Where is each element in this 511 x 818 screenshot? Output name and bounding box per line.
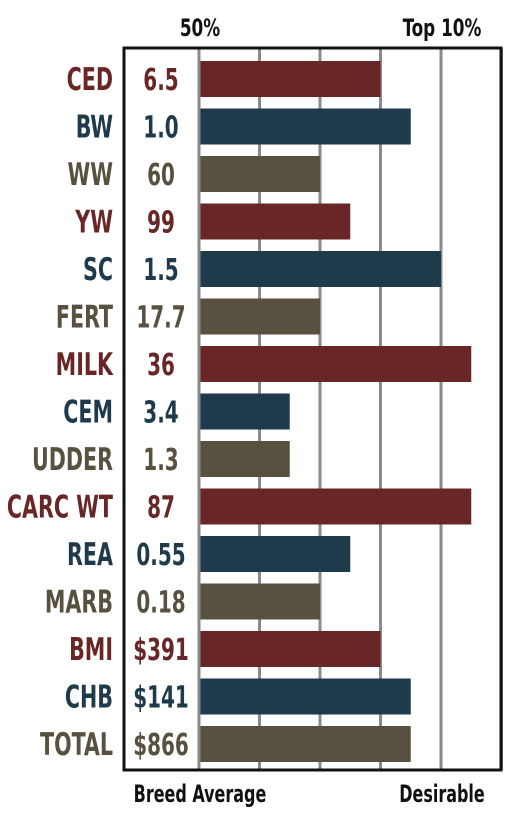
bottom-right-label: Desirable xyxy=(399,779,485,807)
bars xyxy=(200,61,472,762)
bar-ww xyxy=(200,156,320,192)
bar-milk xyxy=(200,346,472,382)
top-left-label: 50% xyxy=(180,15,220,43)
chart-frame xyxy=(122,46,503,772)
top-right-label: Top 10% xyxy=(403,15,482,43)
bar-ced xyxy=(200,61,381,97)
labels: 50% Top 10% Breed Average Desirable CED 6… xyxy=(7,15,485,808)
trait-label: UDDER xyxy=(32,443,113,478)
plot-border xyxy=(122,46,503,772)
trait-value: 36 xyxy=(147,349,175,383)
bar-chb xyxy=(200,678,411,715)
bar-sc xyxy=(200,251,441,287)
trait-label: BW xyxy=(76,110,113,145)
trait-label: YW xyxy=(74,205,113,240)
trait-value: 1.3 xyxy=(143,444,178,478)
trait-label: TOTAL xyxy=(40,728,113,763)
bar-bw xyxy=(200,108,411,145)
trait-value: 99 xyxy=(147,206,175,240)
trait-value: 1.5 xyxy=(143,254,178,288)
trait-value: 17.7 xyxy=(136,301,185,335)
trait-label: CEM xyxy=(63,395,113,430)
trait-value: $141 xyxy=(133,681,189,715)
trait-value: $391 xyxy=(133,634,189,668)
trait-value: 1.0 xyxy=(143,111,178,145)
trait-value: 6.5 xyxy=(143,64,178,98)
trait-label: CARC WT xyxy=(7,490,113,525)
trait-label: WW xyxy=(67,158,113,193)
trait-value: $866 xyxy=(133,729,189,763)
trait-label: CHB xyxy=(65,680,113,715)
trait-label: MARB xyxy=(45,585,113,620)
bar-total xyxy=(200,726,411,762)
bar-bmi xyxy=(200,631,381,667)
trait-value: 60 xyxy=(147,159,175,193)
bar-yw xyxy=(200,203,351,240)
trait-value: 87 xyxy=(147,491,175,525)
bar-marb xyxy=(200,583,320,620)
trait-label: FERT xyxy=(56,300,113,335)
bar-cem xyxy=(200,393,290,430)
trait-value: 0.55 xyxy=(136,539,185,573)
trait-value: 3.4 xyxy=(143,396,178,430)
trait-label: SC xyxy=(83,253,113,288)
bar-carc-wt xyxy=(200,488,472,525)
trait-label: MILK xyxy=(56,348,114,383)
bar-rea xyxy=(200,536,351,572)
trait-label: BMI xyxy=(69,633,113,668)
trait-label: REA xyxy=(67,538,113,573)
bar-fert xyxy=(200,298,320,335)
bottom-left-label: Breed Average xyxy=(134,779,267,807)
trait-value: 0.18 xyxy=(136,586,185,620)
trait-label: CED xyxy=(67,63,113,98)
bar-udder xyxy=(200,441,290,477)
